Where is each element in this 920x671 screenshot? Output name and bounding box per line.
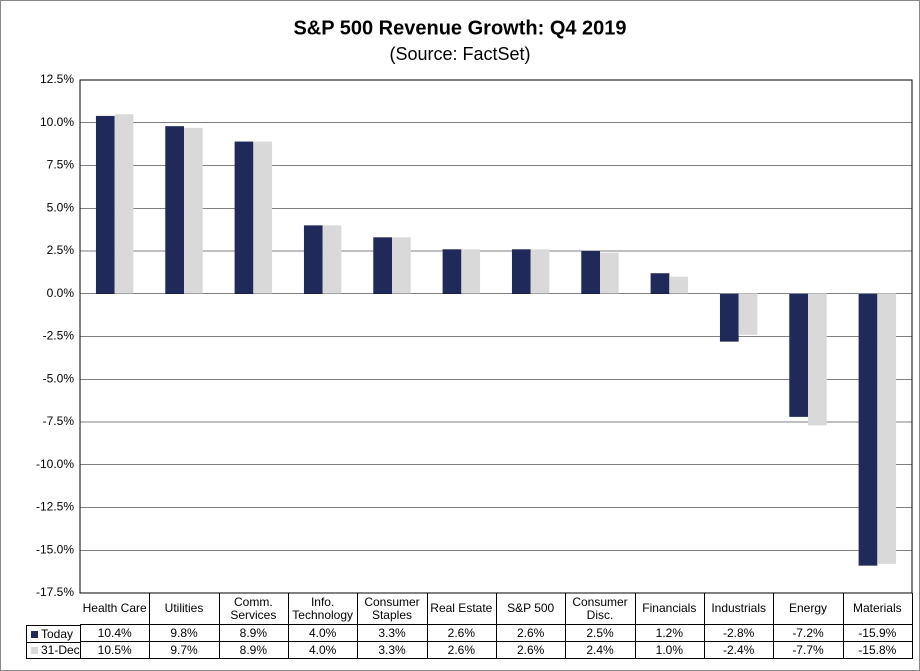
bar xyxy=(808,293,827,426)
bar xyxy=(165,126,184,294)
y-tick-label: -12.5% xyxy=(36,500,74,514)
bar xyxy=(669,276,689,294)
bar xyxy=(303,225,323,294)
data-label: 9.8% xyxy=(149,625,220,642)
legend-entry: 31-Dec xyxy=(26,642,81,659)
x-tick-label: Industrials xyxy=(704,593,775,625)
data-label: 2.4% xyxy=(565,642,636,659)
x-tick-label: Health Care xyxy=(80,593,151,625)
data-label: 4.0% xyxy=(288,642,359,659)
bar xyxy=(322,225,342,294)
x-tick-label: Comm. Services xyxy=(218,593,289,625)
y-tick-label: 10.0% xyxy=(40,115,74,129)
y-tick-label: 7.5% xyxy=(47,158,75,172)
bar xyxy=(719,293,739,342)
data-label: 2.5% xyxy=(565,625,636,642)
x-tick-label: Consumer Disc. xyxy=(565,593,636,625)
bar xyxy=(461,249,481,294)
legend-label: 31-Dec xyxy=(41,642,80,657)
data-label: 8.9% xyxy=(218,625,289,642)
bar xyxy=(650,273,670,294)
bar xyxy=(877,293,897,564)
data-label: -2.4% xyxy=(704,642,775,659)
bar xyxy=(442,249,462,294)
x-tick-label: Energy xyxy=(773,593,844,625)
data-label: 2.6% xyxy=(496,642,567,659)
bar xyxy=(392,237,411,294)
x-tick-label: Utilities xyxy=(149,593,220,625)
y-tick-label: -15.0% xyxy=(36,542,74,556)
data-label: 9.7% xyxy=(149,642,220,659)
y-tick-label: -7.5% xyxy=(43,414,75,428)
y-tick-label: 2.5% xyxy=(47,243,75,257)
data-label: -15.9% xyxy=(842,625,913,642)
x-tick-label: Consumer Staples xyxy=(357,593,428,625)
chart-title: S&P 500 Revenue Growth: Q4 2019 xyxy=(293,17,626,39)
data-label: 1.0% xyxy=(634,642,705,659)
bar xyxy=(253,141,273,294)
data-label: 3.3% xyxy=(357,625,428,642)
data-label: 2.6% xyxy=(426,642,497,659)
data-label: -7.2% xyxy=(773,625,844,642)
bar xyxy=(789,293,808,417)
data-label: -7.7% xyxy=(773,642,844,659)
y-tick-label: 12.5% xyxy=(40,72,74,86)
bar xyxy=(95,115,115,294)
x-tick-label: Info. Technology xyxy=(288,593,359,625)
bar xyxy=(858,293,878,566)
legend-entry: Today xyxy=(26,625,81,643)
data-label: -15.8% xyxy=(842,642,913,659)
bar xyxy=(373,237,392,294)
bar xyxy=(600,252,619,294)
x-tick-label: Financials xyxy=(634,593,705,625)
chart-subtitle: (Source: FactSet) xyxy=(389,44,530,64)
bar xyxy=(234,141,254,294)
data-label: 2.6% xyxy=(426,625,497,642)
bar xyxy=(530,249,550,294)
bar xyxy=(184,127,203,294)
data-label: 1.2% xyxy=(634,625,705,642)
bar xyxy=(581,251,600,294)
data-label: 4.0% xyxy=(288,625,359,642)
y-tick-label: -2.5% xyxy=(43,329,75,343)
bar xyxy=(511,249,531,294)
legend-swatch xyxy=(31,646,38,654)
bar xyxy=(738,293,758,335)
data-label: -2.8% xyxy=(704,625,775,642)
y-tick-label: -5.0% xyxy=(43,371,75,385)
data-label: 10.5% xyxy=(80,642,151,659)
data-label: 10.4% xyxy=(80,625,151,642)
data-label: 8.9% xyxy=(218,642,289,659)
y-tick-label: 0.0% xyxy=(47,286,75,300)
legend-label: Today xyxy=(41,626,74,641)
x-tick-label: S&P 500 xyxy=(496,593,567,625)
x-tick-label: Materials xyxy=(842,593,913,625)
data-label: 2.6% xyxy=(496,625,567,642)
y-tick-label: 5.0% xyxy=(47,200,75,214)
y-tick-label: -10.0% xyxy=(36,457,74,471)
bar xyxy=(114,114,134,294)
legend-swatch xyxy=(31,630,38,638)
x-tick-label: Real Estate xyxy=(426,593,497,625)
data-label: 3.3% xyxy=(357,642,428,659)
y-tick-label: -17.5% xyxy=(36,585,74,599)
